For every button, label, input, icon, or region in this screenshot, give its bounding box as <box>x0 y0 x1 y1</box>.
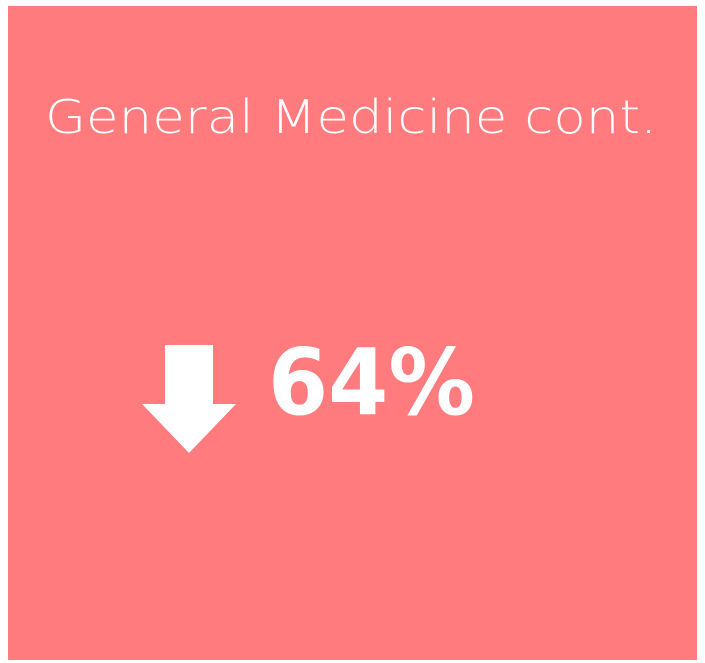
card-background <box>8 6 697 660</box>
card-value: 64% <box>268 329 475 436</box>
down-arrow <box>142 345 236 453</box>
card-title: General Medicine cont. <box>45 90 657 144</box>
